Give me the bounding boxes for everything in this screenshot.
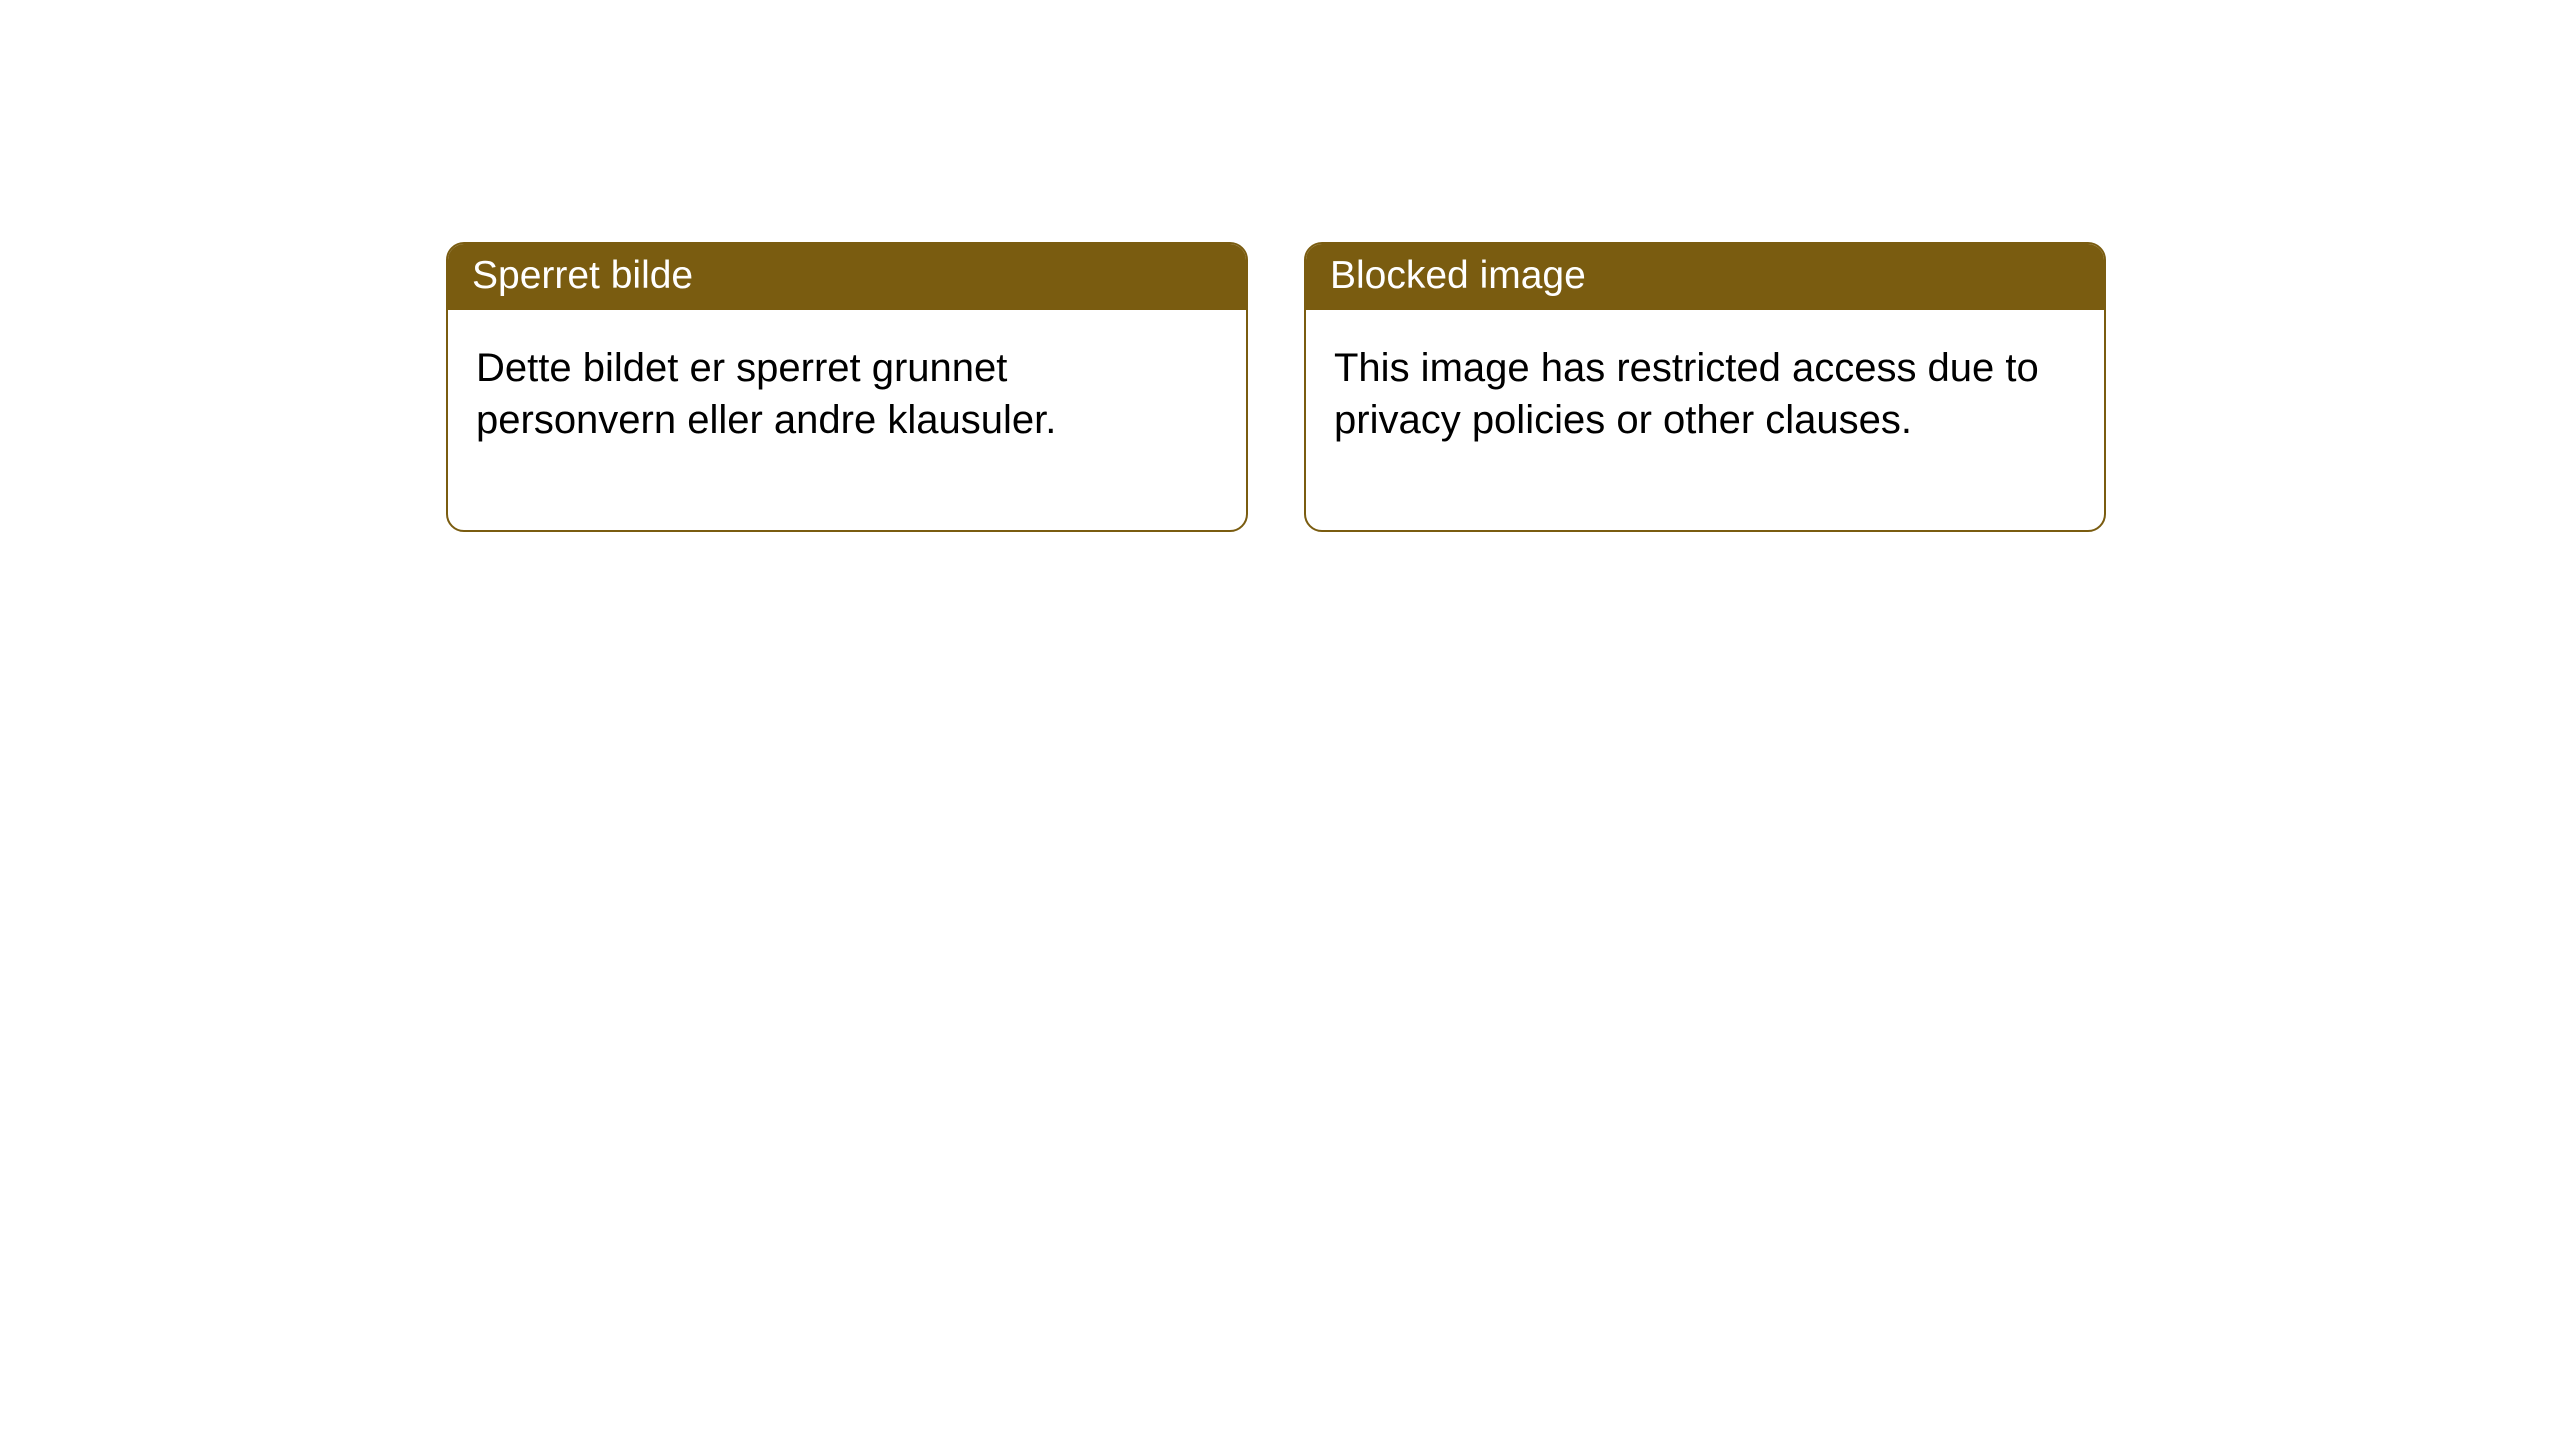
notice-card-english: Blocked image This image has restricted … xyxy=(1304,242,2106,532)
notice-title-norwegian: Sperret bilde xyxy=(448,244,1246,310)
notice-title-english: Blocked image xyxy=(1306,244,2104,310)
notice-body-norwegian: Dette bildet er sperret grunnet personve… xyxy=(448,310,1246,530)
notice-body-english: This image has restricted access due to … xyxy=(1306,310,2104,530)
notice-container: Sperret bilde Dette bildet er sperret gr… xyxy=(0,0,2560,532)
notice-card-norwegian: Sperret bilde Dette bildet er sperret gr… xyxy=(446,242,1248,532)
